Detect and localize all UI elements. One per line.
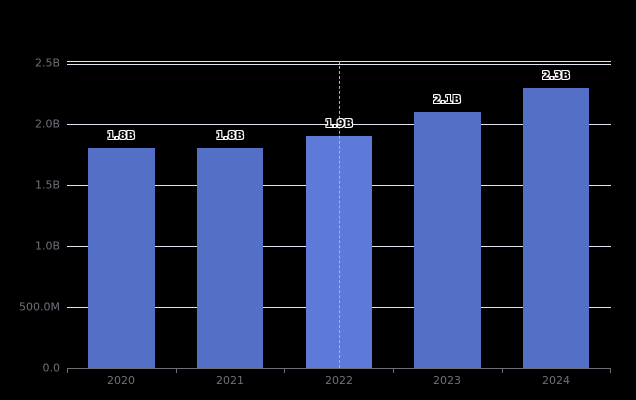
- x-tick-label: 2021: [216, 374, 244, 387]
- x-axis-line: [67, 368, 611, 369]
- data-label: 1.8B: [216, 129, 244, 142]
- y-tick-label: 1.0B: [34, 239, 60, 253]
- data-label: 1.8B: [107, 129, 135, 142]
- x-tick-label: 2020: [107, 374, 135, 387]
- y-tick-label: 0.0: [42, 361, 61, 375]
- data-label: 2.1B: [433, 93, 461, 106]
- x-axis-tick: [610, 368, 611, 373]
- x-axis-tick: [284, 368, 285, 373]
- y-tick-label: 1.5B: [34, 178, 60, 192]
- x-axis-tick: [67, 368, 68, 373]
- y-tick-label: 2.5B: [34, 56, 60, 70]
- bar-2021[interactable]: [197, 148, 263, 368]
- x-tick-label: 2022: [325, 374, 353, 387]
- x-tick-label: 2024: [542, 374, 570, 387]
- data-label: 1.9B: [325, 117, 353, 130]
- y-tick-label: 500.0M: [19, 300, 60, 314]
- x-tick-label: 2023: [433, 374, 461, 387]
- x-axis-tick: [176, 368, 177, 373]
- data-label: 2.3B: [542, 69, 570, 82]
- bar-2024[interactable]: [523, 88, 589, 368]
- x-axis-tick: [393, 368, 394, 373]
- axis-pointer-line: [339, 61, 340, 368]
- x-axis-tick: [502, 368, 503, 373]
- bar-2023[interactable]: [414, 112, 481, 368]
- bar-2020[interactable]: [88, 148, 155, 368]
- y-tick-label: 2.0B: [34, 117, 60, 131]
